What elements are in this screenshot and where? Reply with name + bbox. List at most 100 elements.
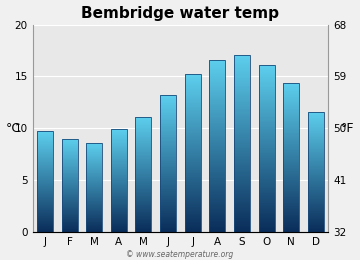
Bar <box>308 180 324 181</box>
Bar <box>283 151 299 152</box>
Bar <box>185 191 201 192</box>
Bar <box>160 129 176 130</box>
Bar <box>37 133 53 134</box>
Bar <box>234 178 250 179</box>
Bar <box>160 147 176 148</box>
Bar <box>135 119 152 120</box>
Bar <box>160 216 176 217</box>
Bar <box>210 87 225 88</box>
Bar <box>283 120 299 121</box>
Bar <box>308 114 324 115</box>
Bar <box>37 131 53 132</box>
Bar <box>135 180 152 181</box>
Bar <box>210 141 225 142</box>
Bar <box>135 192 152 193</box>
Bar <box>258 69 275 70</box>
Bar <box>210 114 225 115</box>
Bar <box>234 147 250 148</box>
Bar <box>185 125 201 126</box>
Bar <box>210 172 225 173</box>
Bar <box>185 123 201 124</box>
Bar <box>111 160 127 161</box>
Bar <box>283 84 299 85</box>
Bar <box>185 87 201 88</box>
Bar <box>185 92 201 93</box>
Bar <box>210 180 225 181</box>
Bar <box>308 167 324 168</box>
Bar <box>283 86 299 87</box>
Bar <box>185 214 201 215</box>
Bar <box>308 117 324 118</box>
Bar <box>210 142 225 143</box>
Bar <box>37 221 53 222</box>
Bar <box>160 113 176 114</box>
Bar <box>234 97 250 98</box>
Bar <box>185 158 201 159</box>
Bar <box>258 127 275 128</box>
Bar <box>185 152 201 153</box>
Bar <box>308 156 324 157</box>
Bar <box>308 137 324 138</box>
Bar <box>283 164 299 165</box>
Bar <box>135 226 152 227</box>
Bar <box>308 186 324 187</box>
Y-axis label: °F: °F <box>341 122 355 135</box>
Bar <box>234 55 250 232</box>
Bar <box>160 112 176 113</box>
Bar <box>234 180 250 181</box>
Bar <box>111 135 127 136</box>
Bar <box>160 194 176 195</box>
Bar <box>185 180 201 181</box>
Bar <box>258 85 275 86</box>
Bar <box>283 82 299 83</box>
Bar <box>37 161 53 162</box>
Bar <box>258 92 275 93</box>
Bar <box>210 71 225 72</box>
Bar <box>86 177 102 178</box>
Bar <box>210 124 225 125</box>
Bar <box>258 169 275 170</box>
Bar <box>111 176 127 177</box>
Bar <box>62 187 77 188</box>
Bar <box>283 121 299 122</box>
Bar <box>258 131 275 132</box>
Bar <box>160 105 176 106</box>
Bar <box>160 150 176 151</box>
Bar <box>234 230 250 231</box>
Bar <box>111 183 127 184</box>
Bar <box>135 134 152 135</box>
Bar <box>210 134 225 135</box>
Bar <box>234 208 250 209</box>
Bar <box>210 194 225 195</box>
Bar <box>160 151 176 152</box>
Bar <box>62 169 77 170</box>
Bar <box>62 192 77 193</box>
Bar <box>62 212 77 213</box>
Bar <box>160 119 176 120</box>
Bar <box>86 174 102 175</box>
Bar <box>283 181 299 182</box>
Bar <box>185 136 201 137</box>
Bar <box>160 149 176 150</box>
Bar <box>62 186 77 187</box>
Bar <box>258 67 275 68</box>
Bar <box>308 157 324 158</box>
Bar <box>308 129 324 130</box>
Bar <box>185 190 201 191</box>
Bar <box>210 73 225 74</box>
Bar <box>135 161 152 162</box>
Bar <box>234 114 250 115</box>
Bar <box>258 82 275 83</box>
Bar <box>308 120 324 121</box>
Bar <box>234 212 250 213</box>
Bar <box>37 139 53 140</box>
Bar <box>234 72 250 73</box>
Bar <box>160 200 176 201</box>
Bar <box>308 150 324 151</box>
Bar <box>234 129 250 130</box>
Bar <box>160 141 176 142</box>
Bar <box>234 150 250 151</box>
Bar <box>86 178 102 179</box>
Bar <box>111 217 127 218</box>
Bar <box>160 127 176 128</box>
